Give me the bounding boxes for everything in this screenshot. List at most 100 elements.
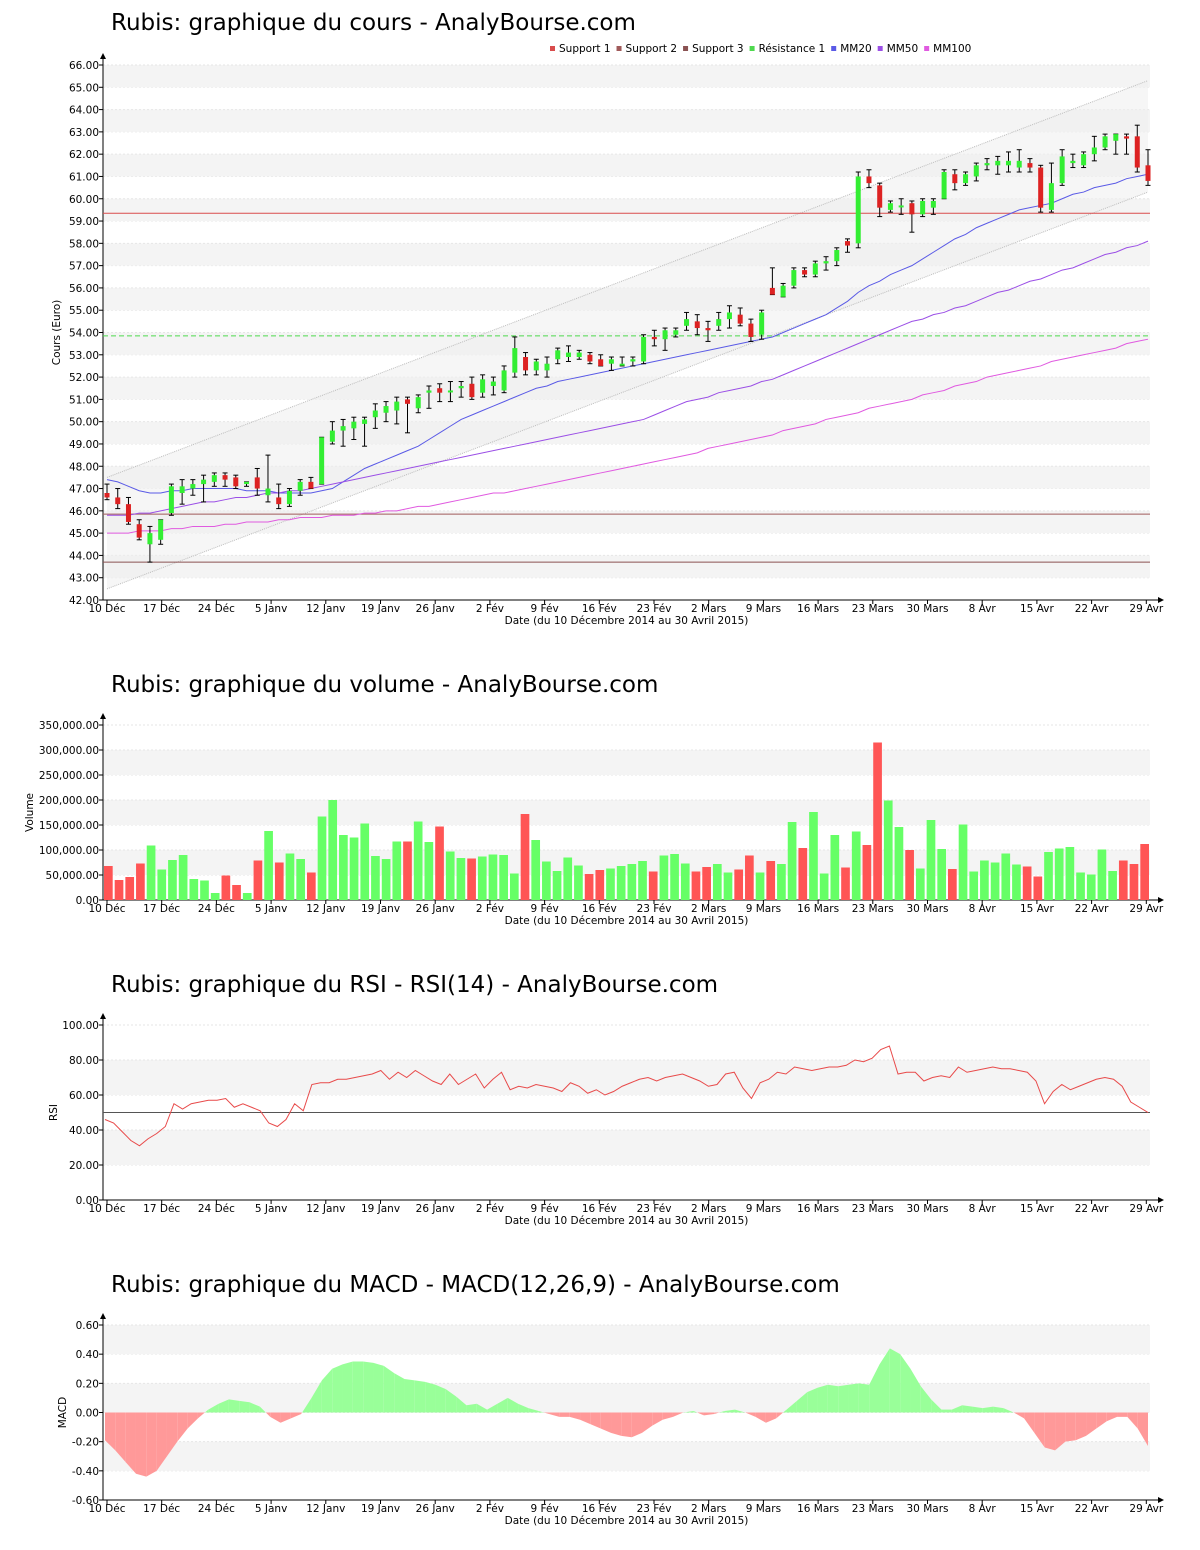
candle-up bbox=[855, 176, 861, 244]
volume-bar bbox=[958, 824, 968, 900]
volume-bar bbox=[1054, 848, 1064, 900]
volume-bar bbox=[552, 871, 562, 900]
candle-up bbox=[684, 319, 690, 326]
macd-area-negative bbox=[270, 1412, 281, 1423]
candle-up bbox=[555, 350, 561, 360]
volume-bar bbox=[360, 823, 370, 900]
macd-area-negative bbox=[1106, 1412, 1118, 1422]
macd-area-positive bbox=[879, 1348, 890, 1413]
x-axis-title: Date (du 10 Décembre 2014 au 30 Avril 20… bbox=[505, 615, 749, 627]
macd-area-positive bbox=[507, 1397, 519, 1413]
candle-up bbox=[791, 270, 797, 286]
volume-bar bbox=[435, 826, 444, 900]
x-tick-label: 23 Fév bbox=[637, 603, 672, 615]
volume-bar bbox=[937, 849, 947, 900]
y-tick-label: 150,000.00 bbox=[39, 820, 99, 832]
x-tick-label: 19 Janv bbox=[361, 1503, 400, 1515]
volume-bar bbox=[595, 870, 605, 900]
macd-area-positive bbox=[311, 1380, 322, 1413]
volume-bar bbox=[1108, 871, 1117, 900]
candle-up bbox=[480, 379, 486, 393]
y-tick-label: 100,000.00 bbox=[39, 845, 99, 857]
x-tick-label: 12 Janv bbox=[306, 1503, 345, 1515]
y-tick-label: 59.00 bbox=[69, 216, 99, 228]
candle-up bbox=[1059, 156, 1065, 184]
y-tick-label: 57.00 bbox=[69, 261, 99, 273]
grid-band bbox=[103, 1130, 1150, 1165]
candle-down bbox=[125, 504, 131, 522]
x-tick-label: 22 Avr bbox=[1075, 1203, 1109, 1215]
macd-area-negative bbox=[559, 1412, 570, 1417]
candle-up bbox=[673, 330, 679, 335]
volume-bar bbox=[1129, 864, 1139, 900]
macd-area-negative bbox=[1086, 1412, 1097, 1436]
x-tick-label: 22 Avr bbox=[1075, 903, 1109, 915]
candle-down bbox=[737, 314, 743, 324]
macd-area-positive bbox=[993, 1406, 1004, 1413]
macd-area-positive bbox=[951, 1405, 963, 1413]
x-tick-label: 24 Déc bbox=[198, 1203, 235, 1215]
volume-bar bbox=[1044, 852, 1053, 900]
x-tick-label: 5 Janv bbox=[255, 1503, 287, 1515]
candle-up bbox=[286, 490, 292, 505]
candle-down bbox=[308, 481, 314, 489]
volume-bar bbox=[712, 864, 722, 900]
volume-bar bbox=[488, 854, 498, 900]
volume-bar bbox=[371, 856, 380, 900]
macd-area-positive bbox=[719, 1411, 725, 1413]
macd-area-positive bbox=[394, 1373, 405, 1413]
x-axis-arrow bbox=[1158, 597, 1164, 603]
macd-area-negative bbox=[1024, 1412, 1035, 1433]
x-tick-label: 16 Fév bbox=[582, 603, 617, 615]
candle-up bbox=[158, 519, 164, 540]
macd-area-negative bbox=[1096, 1412, 1107, 1429]
x-tick-label: 16 Fév bbox=[582, 1203, 617, 1215]
volume-bar bbox=[691, 871, 701, 900]
volume-bar bbox=[766, 861, 776, 900]
macd-area-positive bbox=[693, 1411, 698, 1413]
macd-area-positive bbox=[404, 1378, 415, 1413]
volume-bar bbox=[574, 865, 583, 900]
x-tick-label: 26 Janv bbox=[416, 603, 455, 615]
candle-up bbox=[1091, 147, 1097, 155]
x-axis-arrow bbox=[1158, 1497, 1164, 1503]
macd-area-negative bbox=[765, 1412, 777, 1423]
x-tick-label: 9 Fév bbox=[531, 603, 559, 615]
x-tick-label: 19 Janv bbox=[361, 603, 400, 615]
candle-down bbox=[254, 477, 260, 489]
candle-down bbox=[404, 399, 410, 404]
macd-area-negative bbox=[1137, 1412, 1148, 1447]
macd-area-negative bbox=[621, 1412, 632, 1438]
candle-down bbox=[523, 357, 529, 371]
candle-up bbox=[1081, 154, 1087, 166]
macd-area-positive bbox=[538, 1411, 544, 1413]
candle-down bbox=[469, 383, 475, 398]
x-axis-arrow bbox=[1158, 897, 1164, 903]
volume-bar bbox=[392, 841, 402, 900]
volume-chart: 0.00 50,000.00 100,000.00 150,000.00 200,000… bbox=[24, 713, 1164, 927]
volume-bar bbox=[264, 831, 273, 900]
x-tick-label: 17 Déc bbox=[143, 603, 180, 615]
macd-area-positive bbox=[941, 1409, 952, 1413]
macd-area-negative bbox=[611, 1412, 622, 1436]
volume-bar bbox=[990, 862, 1000, 900]
candle-up bbox=[372, 410, 378, 418]
y-axis-title: RSI bbox=[48, 1104, 60, 1121]
volume-bar bbox=[584, 874, 594, 900]
volume-bar bbox=[232, 885, 241, 900]
macd-area-positive bbox=[259, 1406, 266, 1413]
macd-area-negative bbox=[105, 1412, 116, 1451]
x-tick-label: 23 Mars bbox=[852, 903, 894, 915]
macd-area-negative bbox=[549, 1412, 560, 1417]
x-tick-label: 12 Janv bbox=[306, 603, 345, 615]
legend-swatch bbox=[749, 46, 755, 51]
volume-bar bbox=[841, 867, 850, 900]
volume-bar bbox=[723, 872, 733, 900]
x-tick-label: 19 Janv bbox=[361, 903, 400, 915]
macd-area-positive bbox=[218, 1399, 229, 1413]
x-tick-label: 8 Avr bbox=[969, 1203, 997, 1215]
macd-area-negative bbox=[1117, 1412, 1128, 1417]
grid-band bbox=[103, 800, 1150, 825]
candle-down bbox=[587, 354, 593, 362]
y-tick-label: -0.40 bbox=[72, 1466, 99, 1478]
